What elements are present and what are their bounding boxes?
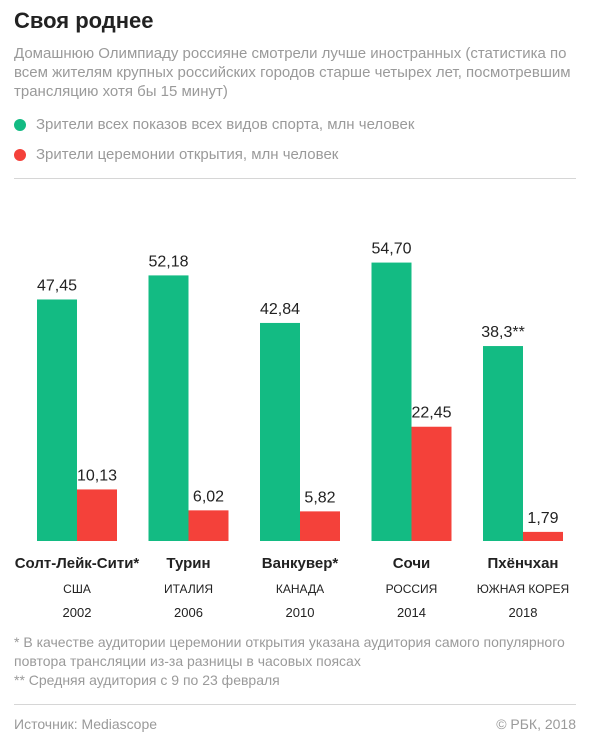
category-year-label: 2010 (286, 605, 315, 620)
bar-value-label: 54,70 (371, 241, 411, 258)
footnote-asterisk: * В качестве аудитории церемонии открыти… (14, 634, 565, 669)
footnotes: * В качестве аудитории церемонии открыти… (14, 633, 579, 690)
bar-opening-ceremony (300, 511, 340, 541)
category-city-label: Пхёнчхан (488, 555, 559, 572)
bar-chart: 47,45 10,13 Солт-Лейк-Сити* США 2002 52,18 6,0… (15, 241, 570, 620)
category-year-label: 2002 (63, 605, 92, 620)
category-country-label: США (63, 582, 91, 596)
bottom-divider (14, 704, 576, 705)
bar-value-label: 5,82 (304, 489, 335, 506)
chart-subtitle: Домашнюю Олимпиаду россияне смотрели луч… (14, 45, 571, 100)
bar-all-sports (483, 346, 523, 541)
bar-value-label: 1,79 (527, 510, 558, 527)
bar-opening-ceremony (411, 426, 452, 541)
legend-label-all-sports: Зрители всех показов всех видов спорта, … (36, 116, 415, 133)
legend-dot-red (14, 148, 26, 161)
bar-value-label: 22,45 (411, 405, 451, 422)
bar-opening-ceremony (188, 510, 229, 541)
bar-value-label: 52,18 (148, 253, 188, 270)
bar-all-sports (260, 322, 300, 541)
legend-item-opening-ceremony: Зрители церемонии открытия, млн человек (14, 146, 338, 163)
source-label: Источник: Mediascope (14, 716, 158, 732)
bar-value-label: 6,02 (193, 488, 224, 505)
legend-dot-green (14, 118, 26, 131)
category-city-label: Турин (166, 555, 210, 572)
category-year-label: 2018 (509, 605, 538, 620)
category-country-label: ИТАЛИЯ (164, 582, 213, 596)
bar-opening-ceremony (77, 489, 117, 541)
bar-opening-ceremony (523, 531, 563, 541)
category-country-label: КАНАДА (276, 582, 324, 596)
chart-title: Своя роднее (14, 8, 154, 33)
bar-value-label: 38,3** (481, 324, 525, 341)
category-country-label: ЮЖНАЯ КОРЕЯ (477, 582, 569, 596)
category-city-label: Сочи (393, 555, 431, 572)
bar-all-sports (37, 299, 77, 541)
category-year-label: 2014 (397, 605, 426, 620)
category-city-label: Солт-Лейк-Сити* (15, 555, 140, 572)
category-year-label: 2006 (174, 605, 203, 620)
bar-all-sports (371, 262, 412, 541)
bar-value-label: 42,84 (260, 301, 300, 318)
bar-all-sports (148, 275, 189, 541)
top-divider (14, 178, 576, 179)
bar-value-label: 10,13 (77, 467, 117, 484)
footnote-double-asterisk: ** Средняя аудитория с 9 по 23 февраля (14, 672, 280, 688)
legend-label-opening-ceremony: Зрители церемонии открытия, млн человек (36, 146, 339, 163)
category-city-label: Ванкувер* (262, 555, 339, 572)
category-country-label: РОССИЯ (386, 582, 438, 596)
copyright-label: © РБК, 2018 (496, 716, 576, 732)
bar-value-label: 47,45 (37, 277, 77, 294)
legend-item-all-sports: Зрители всех показов всех видов спорта, … (14, 116, 414, 133)
